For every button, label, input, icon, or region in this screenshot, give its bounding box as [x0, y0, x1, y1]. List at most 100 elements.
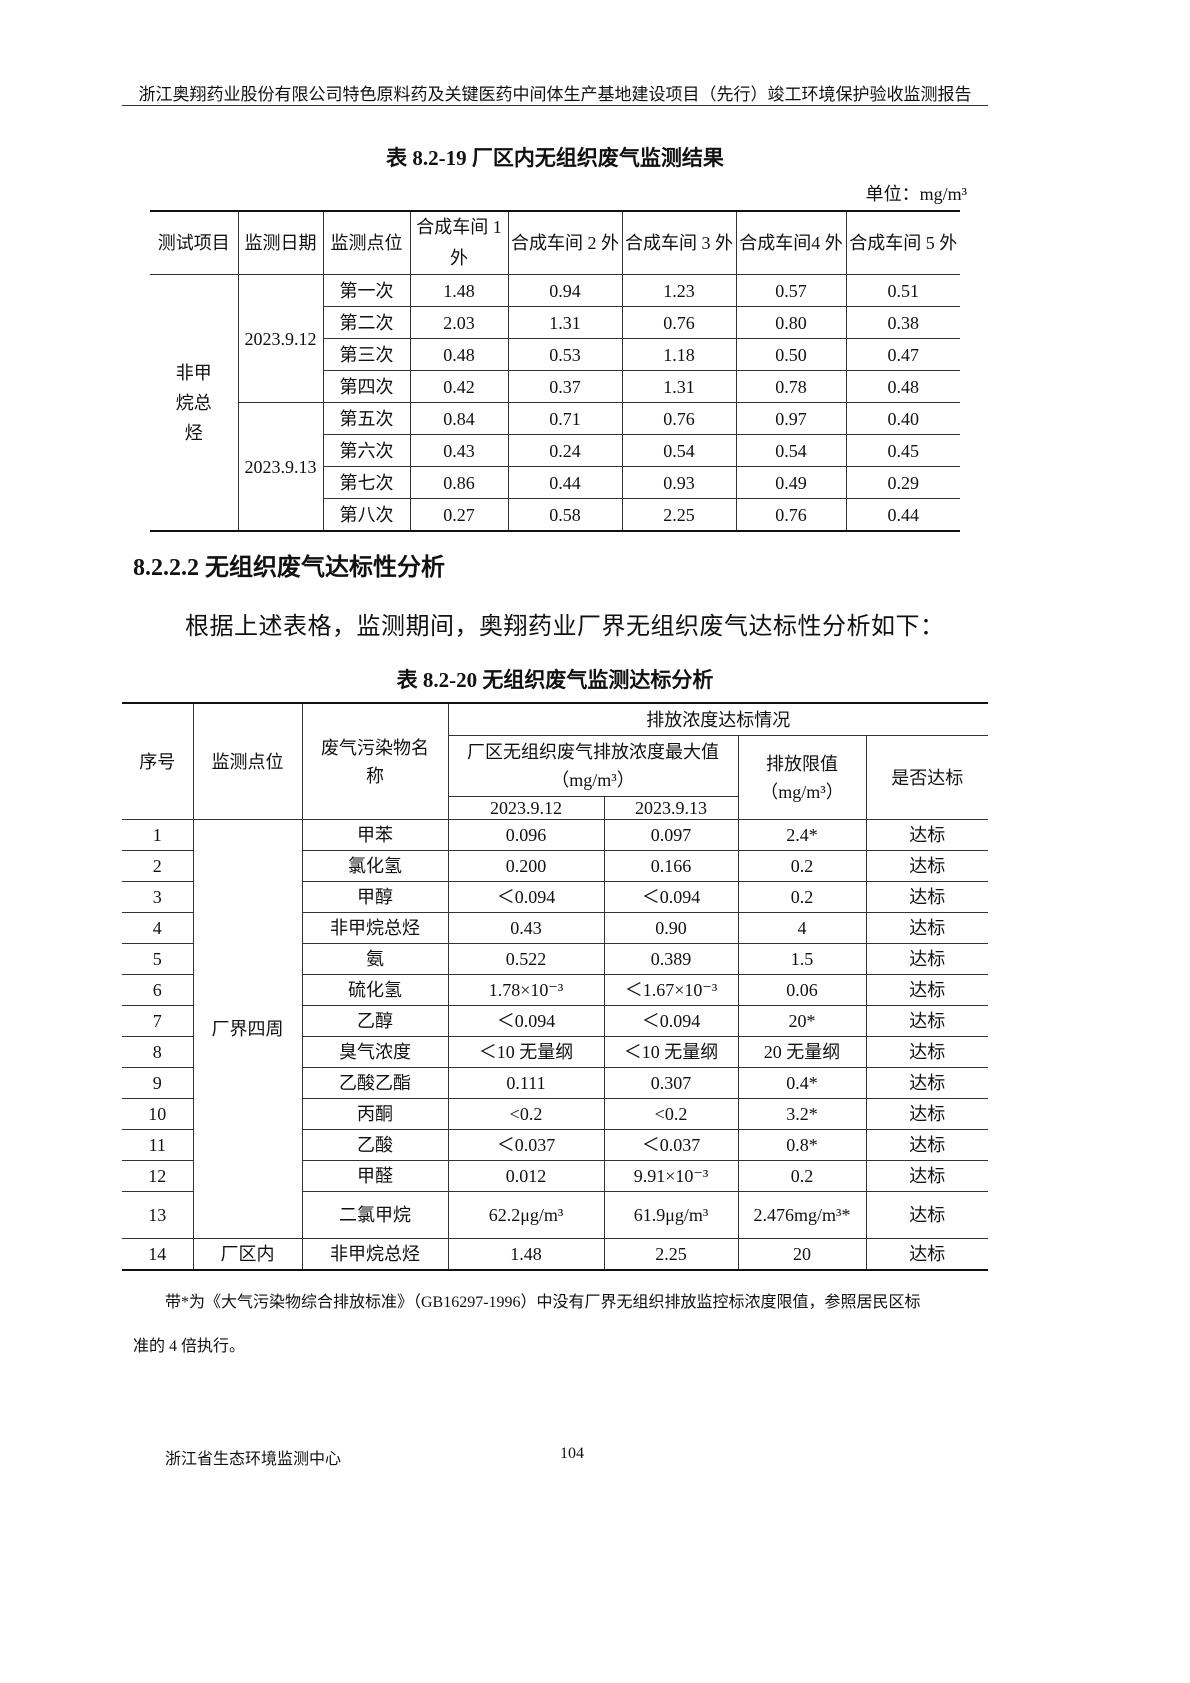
table-row: 2023.9.12 2023.9.13 [122, 796, 988, 820]
table-row: 序号 监测点位 废气污染物名称 排放浓度达标情况 [122, 702, 988, 820]
table-row: 1 厂界四周 甲苯 0.096 0.097 2.4* 达标 [122, 819, 988, 1239]
value-date2: ＜0.037 [603, 1129, 739, 1161]
value-cell: 0.42 [409, 370, 509, 403]
row-number: 9 [122, 1067, 194, 1099]
sampling-round-cell: 第六次 [322, 434, 411, 467]
value-cell: 1.23 [621, 274, 737, 307]
table-row: 13 二氯甲烷 62.2μg/m³ 61.9μg/m³ 2.476mg/m³* 达标 [122, 1191, 988, 1239]
limit-cell: 2.4* [737, 819, 867, 851]
value-date1: ＜0.037 [447, 1129, 605, 1161]
column-header: 合成车间 2 外 [507, 210, 623, 275]
pollutant-cell: 臭气浓度 [301, 1036, 449, 1068]
compliance-cell: 达标 [865, 881, 988, 913]
value-cell: 0.45 [845, 434, 960, 467]
column-header-max: 厂区无组织废气排放浓度最大值（mg/m³） [447, 735, 739, 797]
value-date2: 0.166 [603, 850, 739, 882]
table-row: 第六次 0.43 0.24 0.54 0.54 0.45 [150, 434, 960, 467]
limit-cell: 0.8* [737, 1129, 867, 1161]
compliance-cell: 达标 [865, 819, 988, 851]
column-header-limit: 排放限值（mg/m³） [737, 735, 867, 820]
table-row: 2023.9.13 第五次 0.84 0.71 0.76 0.97 0.40 [150, 402, 960, 532]
value-date1: 0.012 [447, 1160, 605, 1192]
column-header: 监测日期 [237, 210, 324, 275]
value-cell: 0.71 [507, 402, 623, 435]
value-cell: 0.54 [621, 434, 737, 467]
value-date1: ＜0.094 [447, 1005, 605, 1037]
value-cell: 0.27 [409, 498, 509, 532]
value-cell: 0.43 [409, 434, 509, 467]
value-date1: 62.2μg/m³ [447, 1191, 605, 1239]
sampling-round-cell: 第二次 [322, 306, 411, 339]
value-cell: 0.48 [409, 338, 509, 371]
value-cell: 0.76 [621, 402, 737, 435]
section-heading: 8.2.2.2 无组织废气达标性分析 [133, 555, 445, 581]
sampling-round-cell: 第五次 [322, 402, 411, 435]
sampling-round-cell: 第八次 [322, 498, 411, 532]
column-header-compliant: 是否达标 [865, 735, 988, 820]
value-cell: 0.78 [735, 370, 847, 403]
pollutant-cell: 二氯甲烷 [301, 1191, 449, 1239]
column-header-point: 监测点位 [192, 702, 303, 820]
value-date1: 1.78×10⁻³ [447, 974, 605, 1006]
value-date1: 0.522 [447, 943, 605, 975]
compliance-cell: 达标 [865, 943, 988, 975]
limit-cell: 4 [737, 912, 867, 944]
section-paragraph: 根据上述表格，监测期间，奥翔药业厂界无组织废气达标性分析如下： [185, 614, 945, 640]
value-cell: 0.37 [507, 370, 623, 403]
table2-title: 表 8.2-20 无组织废气监测达标分析 [396, 668, 714, 692]
value-cell: 1.48 [409, 274, 509, 307]
test-item-cell: 非甲烷总烃 [150, 274, 239, 532]
row-number: 4 [122, 912, 194, 944]
limit-cell: 1.5 [737, 943, 867, 975]
date-cell: 2023.9.12 [237, 274, 324, 403]
limit-cell: 0.2 [737, 850, 867, 882]
table-row: 11 乙酸 ＜0.037 ＜0.037 0.8* 达标 [122, 1129, 988, 1161]
row-number: 10 [122, 1098, 194, 1130]
last-row-pollutant: 非甲烷总烃 [301, 1238, 449, 1271]
pollutant-cell: 甲醛 [301, 1160, 449, 1192]
value-cell: 0.38 [845, 306, 960, 339]
value-date2: <0.2 [603, 1098, 739, 1130]
value-cell: 0.44 [845, 498, 960, 532]
limit-cell: 2.476mg/m³* [737, 1191, 867, 1239]
value-cell: 0.44 [507, 466, 623, 499]
row-number: 5 [122, 943, 194, 975]
pollutant-cell: 乙酸 [301, 1129, 449, 1161]
value-cell: 0.93 [621, 466, 737, 499]
pollutant-cell: 非甲烷总烃 [301, 912, 449, 944]
limit-cell: 0.06 [737, 974, 867, 1006]
value-date2: ＜1.67×10⁻³ [603, 974, 739, 1006]
column-header-date2: 2023.9.13 [603, 796, 739, 820]
value-cell: 0.86 [409, 466, 509, 499]
compliance-cell: 达标 [865, 1005, 988, 1037]
sampling-round-cell: 第一次 [322, 274, 411, 307]
column-header: 合成车间 3 外 [621, 210, 737, 275]
sampling-round-cell: 第四次 [322, 370, 411, 403]
table-row: 测试项目 监测日期 监测点位 合成车间 1 外合成车间 2 外合成车间 3 外合成车间… [150, 210, 960, 275]
limit-cell: 0.4* [737, 1067, 867, 1099]
table-row: 第八次 0.27 0.58 2.25 0.76 0.44 [150, 498, 960, 532]
compliance-cell: 达标 [865, 974, 988, 1006]
sampling-round-cell: 第七次 [322, 466, 411, 499]
footnote-line2: 准的 4 倍执行。 [133, 1338, 246, 1355]
value-cell: 0.24 [507, 434, 623, 467]
limit-cell: 20 无量纲 [737, 1036, 867, 1068]
table-row: 3 甲醇 ＜0.094 ＜0.094 0.2 达标 [122, 881, 988, 913]
value-cell: 1.31 [621, 370, 737, 403]
pollutant-cell: 氯化氢 [301, 850, 449, 882]
column-header-no: 序号 [122, 702, 194, 820]
value-date1: 0.111 [447, 1067, 605, 1099]
row-number: 6 [122, 974, 194, 1006]
compliance-cell: 达标 [865, 1036, 988, 1068]
value-cell: 0.76 [735, 498, 847, 532]
value-cell: 0.53 [507, 338, 623, 371]
value-date2: 0.389 [603, 943, 739, 975]
row-number: 7 [122, 1005, 194, 1037]
column-header: 合成车间 1 外 [409, 210, 509, 275]
pollutant-cell: 乙酸乙酯 [301, 1067, 449, 1099]
column-header-group: 排放浓度达标情况 [447, 702, 988, 736]
value-date1: 0.096 [447, 819, 605, 851]
table2-compliance-analysis: 序号 监测点位 废气污染物名称 排放浓度达标情况 厂区无组织废气排放浓度最大值（mg/m… [122, 702, 988, 1271]
table1-title: 表 8.2-19 厂区内无组织废气监测结果 [386, 146, 724, 170]
last-row-d2: 2.25 [603, 1238, 739, 1271]
